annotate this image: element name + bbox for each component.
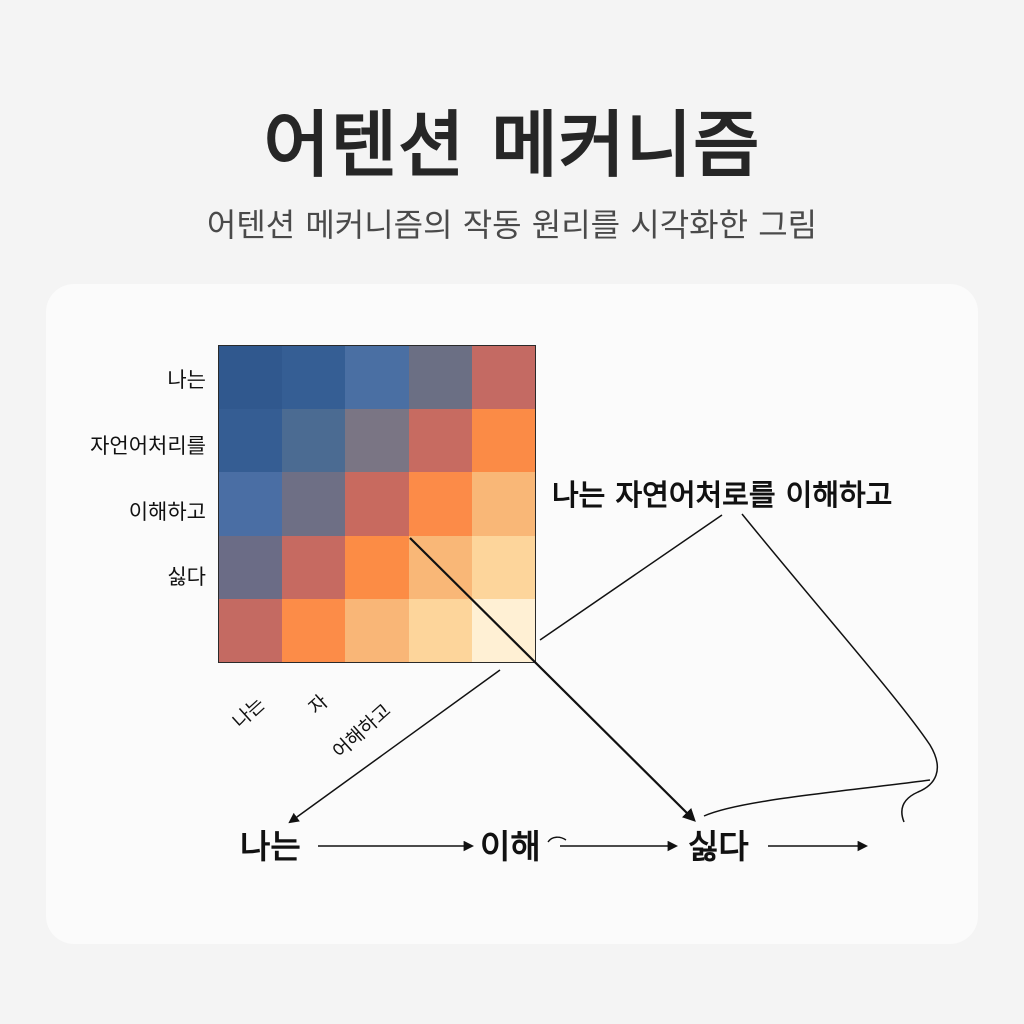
- heatmap-cell: [345, 346, 409, 410]
- heatmap-cell: [345, 472, 409, 536]
- row-label: 자언어처리를: [90, 434, 206, 458]
- heatmap-cell: [219, 472, 283, 536]
- page-subtitle: 어텐션 메커니즘의 작동 원리를 시각화한 그림: [206, 206, 818, 244]
- sequence-token: 나는: [240, 827, 301, 866]
- heatmap-cell: [219, 346, 283, 410]
- heatmap-cell: [282, 346, 346, 410]
- heatmap-cell: [471, 472, 535, 536]
- heatmap-cell: [219, 598, 283, 662]
- heatmap-cell: [282, 472, 346, 536]
- heatmap-cell: [408, 409, 472, 473]
- heatmap-cell: [345, 535, 409, 599]
- heatmap-cell: [408, 346, 472, 410]
- page-title: 어텐션 메커니즘: [263, 103, 761, 187]
- heatmap-cell: [282, 598, 346, 662]
- sequence-token: 이해: [480, 827, 541, 866]
- heatmap-cell: [282, 409, 346, 473]
- heatmap-cell: [471, 346, 535, 410]
- row-label: 나는: [167, 368, 206, 392]
- heatmap-cell: [408, 472, 472, 536]
- heatmap-cell: [471, 535, 535, 599]
- sequence-token: 싫다: [688, 827, 749, 866]
- row-label: 싫다: [167, 565, 206, 589]
- attention-heatmap: [218, 345, 536, 663]
- row-label: 이해하고: [128, 500, 206, 524]
- heatmap-cell: [219, 535, 283, 599]
- heatmap-cell: [471, 598, 535, 662]
- heatmap-cell: [408, 598, 472, 662]
- heatmap-cell: [282, 535, 346, 599]
- heatmap-cell: [345, 598, 409, 662]
- heatmap-cell: [471, 409, 535, 473]
- heatmap-cell: [345, 409, 409, 473]
- heatmap-cell: [408, 535, 472, 599]
- input-sentence: 나는 자연어처로를 이해하고: [552, 478, 893, 512]
- heatmap-cell: [219, 409, 283, 473]
